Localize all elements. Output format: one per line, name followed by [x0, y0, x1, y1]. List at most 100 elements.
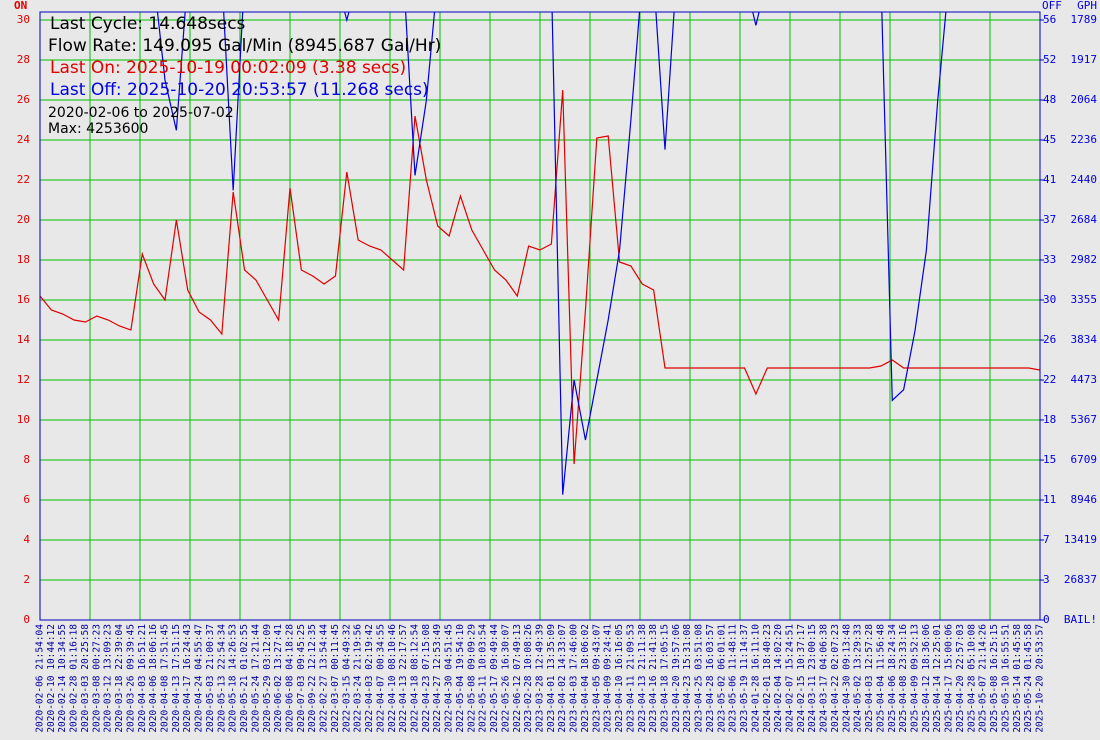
x-tick-label: 2025-05-08 16:25:15	[989, 624, 1000, 733]
gph-tick-label: BAIL!	[1064, 613, 1097, 626]
x-tick-label: 2022-03-07 00:11:45	[330, 624, 341, 733]
y-tick-label: 2	[23, 573, 30, 586]
x-tick-label: 2023-04-25 03:51:08	[694, 624, 705, 733]
y-tick-label: 30	[17, 13, 30, 26]
x-tick-label: 2025-04-08 23:33:16	[898, 624, 909, 733]
y2-tick-label: 48	[1043, 93, 1056, 106]
x-tick-label: 2022-03-24 21:19:56	[353, 624, 364, 733]
y2-tick-label: 11	[1043, 493, 1056, 506]
gph-tick-label: 3834	[1071, 333, 1098, 346]
x-tick-label: 2025-04-17 15:00:06	[944, 624, 955, 733]
x-tick-label: 2023-04-20 19:57:06	[671, 624, 682, 733]
x-tick-label: 2020-05-03 21:00:37	[205, 624, 216, 733]
x-tick-label: 2025-04-28 05:10:08	[966, 624, 977, 733]
y-tick-label: 20	[17, 213, 30, 226]
x-tick-label: 2020-04-13 17:51:15	[171, 624, 182, 733]
x-tick-label: 2023-04-23 15:31:08	[682, 624, 693, 733]
gph-tick-label: 2440	[1071, 173, 1098, 186]
x-tick-label: 2022-04-03 02:19:42	[364, 624, 375, 733]
x-tick-label: 2025-04-12 18:36:06	[921, 624, 932, 733]
x-tick-label: 2023-04-04 18:06:02	[580, 624, 591, 733]
y-tick-label: 4	[23, 533, 30, 546]
max: Max: 4253600	[48, 121, 148, 137]
gph-tick-label: 1917	[1071, 53, 1098, 66]
x-tick-label: 2022-05-17 09:49:44	[489, 624, 500, 733]
y2-tick-label: 33	[1043, 253, 1056, 266]
x-tick-label: 2025-04-03 12:57:28	[864, 624, 875, 733]
x-tick-label: 2023-04-13 21:11:38	[637, 624, 648, 733]
x-tick-label: 2020-06-08 04:18:28	[285, 624, 296, 733]
x-tick-label: 2024-02-04 14:02:20	[773, 624, 784, 733]
gph-tick-label: 2684	[1071, 213, 1098, 226]
x-tick-label: 2023-04-01 13:35:09	[546, 624, 557, 733]
info-line: Last Cycle: 14.648secs	[50, 14, 246, 34]
x-tick-label: 2022-04-18 08:12:54	[410, 624, 421, 733]
x-tick-label: 2020-02-10 10:44:12	[46, 624, 57, 733]
last-on: Last On: 2025-10-19 00:02:09 (3.38 secs)	[50, 58, 406, 78]
y-tick-label: 24	[17, 133, 31, 146]
gph-tick-label: 13419	[1064, 533, 1097, 546]
x-tick-label: 2020-07-03 09:45:25	[296, 624, 307, 733]
x-tick-label: 2023-04-09 09:24:41	[603, 624, 614, 733]
x-tick-label: 2023-04-18 17:05:15	[660, 624, 671, 733]
y2-tick-label: 37	[1043, 213, 1056, 226]
y-tick-label: 8	[23, 453, 30, 466]
x-tick-label: 2023-04-16 21:41:38	[648, 624, 659, 733]
gph-axis-title: GPH	[1077, 0, 1097, 12]
gph-tick-label: 26837	[1064, 573, 1097, 586]
x-tick-label: 2020-04-03 16:51:21	[137, 624, 148, 733]
x-tick-label: 2022-05-08 09:09:29	[466, 624, 477, 733]
last-off: Last Off: 2025-10-20 20:53:57 (11.268 se…	[50, 80, 429, 100]
x-tick-label: 2020-04-08 17:51:45	[160, 624, 171, 733]
y-tick-label: 26	[17, 93, 30, 106]
gph-tick-label: 1789	[1071, 13, 1098, 26]
x-tick-label: 2020-02-06 21:54:04	[35, 624, 46, 733]
gph-tick-label: 5367	[1071, 413, 1098, 426]
y-tick-label: 16	[17, 293, 30, 306]
x-tick-label: 2020-03-03 20:25:58	[80, 624, 91, 733]
y-tick-label: 6	[23, 493, 30, 506]
x-tick-label: 2020-09-22 12:12:35	[307, 624, 318, 733]
y2-tick-label: 15	[1043, 453, 1056, 466]
gph-tick-label: 6709	[1071, 453, 1098, 466]
x-tick-label: 2022-04-27 12:53:49	[432, 624, 443, 733]
series-line	[40, 89, 1040, 465]
plot-frame	[39, 11, 1041, 621]
x-tick-label: 2024-02-15 10:37:17	[796, 624, 807, 733]
x-tick-label: 2022-03-15 04:49:32	[341, 624, 352, 733]
x-tick-label: 2020-04-17 16:24:43	[182, 624, 193, 733]
y2-tick-label: 0	[1043, 613, 1050, 626]
x-tick-label: 2024-03-17 04:06:38	[819, 624, 830, 733]
x-tick-label: 2025-04-04 11:56:48	[875, 624, 886, 733]
x-tick-label: 2022-05-04 19:54:10	[455, 624, 466, 733]
x-tick-label: 2024-04-30 09:13:48	[841, 624, 852, 733]
x-tick-label: 2025-04-09 09:52:13	[910, 624, 921, 733]
x-tick-label: 2024-02-01 18:40:23	[762, 624, 773, 733]
y2-tick-label: 45	[1043, 133, 1056, 146]
x-tick-label: 2023-04-10 16:16:05	[614, 624, 625, 733]
gph-tick-label: 2982	[1071, 253, 1098, 266]
x-tick-label: 2025-04-20 22:57:03	[955, 624, 966, 733]
x-tick-label: 2020-05-29 03:12:09	[262, 624, 273, 733]
x-tick-label: 2025-10-20 20:53:57	[1035, 624, 1046, 733]
gph-tick-label: 2236	[1071, 133, 1098, 146]
x-tick-label: 2023-04-03 17:46:00	[569, 624, 580, 733]
x-tick-label: 2023-05-06 11:48:11	[728, 624, 739, 733]
x-tick-label: 2020-03-18 22:39:04	[114, 624, 125, 733]
x-tick-label: 2022-05-26 16:30:07	[500, 624, 511, 733]
x-tick-label: 2020-04-24 04:55:47	[194, 624, 205, 733]
y-tick-label: 12	[17, 373, 30, 386]
x-tick-label: 2020-03-26 09:39:45	[125, 624, 136, 733]
x-tick-label: 2025-05-10 16:55:51	[1000, 624, 1011, 733]
y-axis-title: ON	[14, 0, 27, 12]
x-tick-label: 2025-05-24 01:45:58	[1023, 624, 1034, 733]
x-tick-label: 2025-04-14 12:25:01	[932, 624, 943, 733]
x-tick-label: 2023-04-02 14:33:07	[557, 624, 568, 733]
info-line: Flow Rate: 149.095 Gal/Min (8945.687 Gal…	[48, 36, 441, 56]
y2-tick-label: 3	[1043, 573, 1050, 586]
y-tick-label: 18	[17, 253, 30, 266]
gph-tick-label: 4473	[1071, 373, 1098, 386]
x-tick-label: 2020-03-12 13:09:23	[103, 624, 114, 733]
x-tick-label: 2025-05-07 21:14:26	[978, 624, 989, 733]
y2-axis-title: OFF	[1042, 0, 1062, 12]
